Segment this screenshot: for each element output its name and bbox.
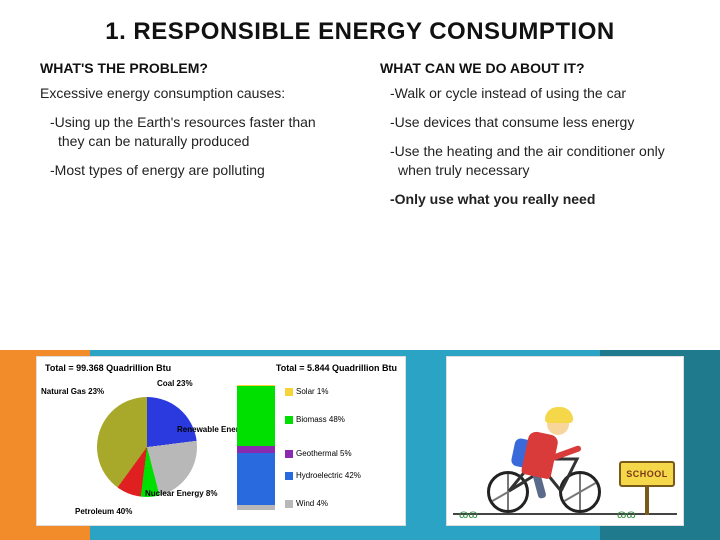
chart-title-right: Total = 5.844 Quadrillion Btu (276, 363, 397, 373)
right-p4: -Only use what you really need (380, 190, 680, 209)
school-sign: SCHOOL (619, 461, 675, 487)
grass-icon: ɷɷ (617, 507, 637, 517)
right-column: WHAT CAN WE DO ABOUT IT? -Walk or cycle … (380, 60, 680, 218)
bar-segment (237, 386, 275, 446)
bar-label: Geothermal 5% (285, 449, 352, 458)
left-p3: -Most types of energy are polluting (40, 161, 340, 180)
slide-title: 1. RESPONSIBLE ENERGY CONSUMPTION (40, 18, 680, 46)
sign-post (645, 485, 649, 515)
right-p2: -Use devices that consume less energy (380, 113, 680, 132)
pie-label: Coal 23% (157, 379, 193, 388)
pie-label: Natural Gas 23% (41, 387, 104, 396)
grass-icon: ɷɷ (459, 507, 479, 517)
bar-label: Hydroelectric 42% (285, 471, 361, 480)
left-heading: WHAT'S THE PROBLEM? (40, 60, 340, 76)
ground-line (453, 513, 677, 515)
right-heading: WHAT CAN WE DO ABOUT IT? (380, 60, 680, 76)
right-p1: -Walk or cycle instead of using the car (380, 84, 680, 103)
cyclist-illustration: SCHOOL ɷɷ ɷɷ (446, 356, 684, 526)
energy-chart: Total = 99.368 Quadrillion Btu Total = 5… (36, 356, 406, 526)
left-p2: -Using up the Earth's resources faster t… (40, 113, 340, 151)
pie-label: Petroleum 40% (75, 507, 132, 516)
right-p3: -Use the heating and the air conditioner… (380, 142, 680, 180)
bar-label: Biomass 48% (285, 415, 345, 424)
bar-segment (237, 453, 275, 506)
chart-title-left: Total = 99.368 Quadrillion Btu (45, 363, 171, 373)
stacked-bar (237, 385, 275, 510)
pie-label: Nuclear Energy 8% (145, 489, 217, 498)
pie-chart (97, 397, 197, 497)
bar-label: Solar 1% (285, 387, 328, 396)
bar-label: Wind 4% (285, 499, 328, 508)
left-p1: Excessive energy consumption causes: (40, 84, 340, 103)
left-column: WHAT'S THE PROBLEM? Excessive energy con… (40, 60, 340, 218)
rider-helmet (545, 407, 573, 423)
bar-segment (237, 505, 275, 510)
content-columns: WHAT'S THE PROBLEM? Excessive energy con… (40, 60, 680, 218)
